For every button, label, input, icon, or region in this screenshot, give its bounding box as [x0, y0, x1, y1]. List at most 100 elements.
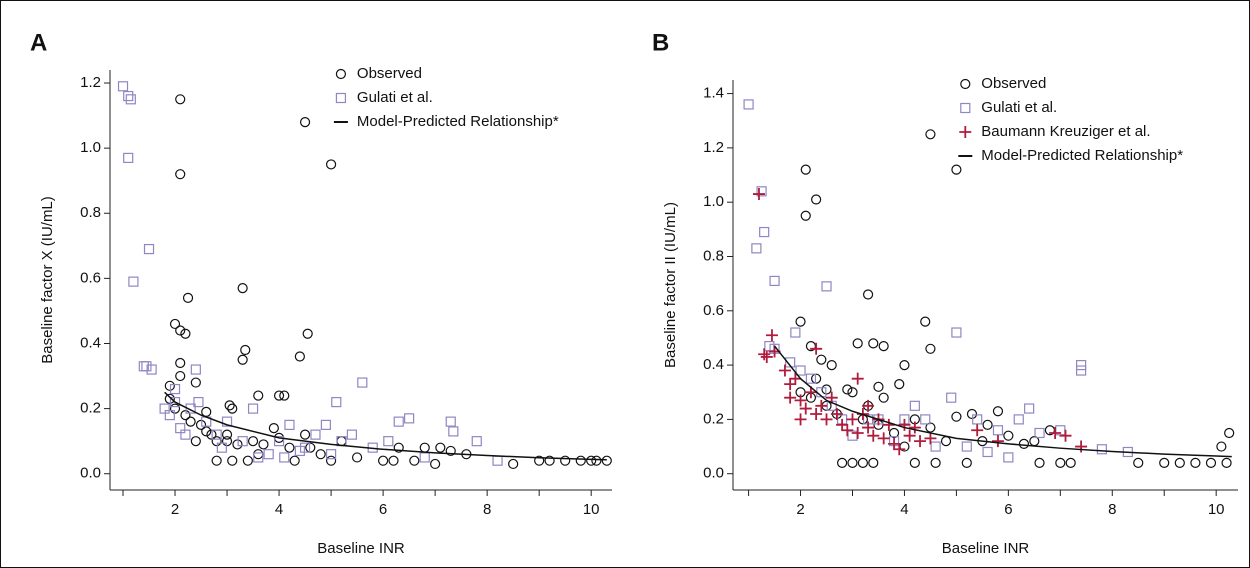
point [299, 442, 311, 453]
point [404, 413, 415, 424]
panel-label: A [30, 29, 47, 56]
point [925, 129, 936, 140]
point [842, 384, 853, 395]
y-tick-label: 0.4 [703, 356, 724, 373]
point [769, 275, 780, 287]
point [227, 403, 238, 414]
x-axis-label: Baseline INR [317, 540, 405, 557]
point [336, 436, 347, 447]
point [273, 390, 285, 401]
point [862, 421, 875, 434]
point [951, 164, 962, 175]
point [146, 364, 157, 375]
point [795, 316, 806, 327]
point [847, 387, 858, 398]
y-tick-label: 0.6 [703, 302, 724, 319]
point [1205, 457, 1217, 468]
x-tick-label: 8 [483, 501, 491, 518]
point [190, 436, 201, 447]
point [258, 439, 269, 450]
legend-label: Observed [981, 75, 1046, 92]
point [982, 446, 993, 458]
point [224, 400, 235, 411]
point [123, 90, 134, 102]
point [765, 329, 778, 342]
y-tick-label: 1.2 [703, 139, 724, 156]
point [195, 419, 207, 430]
point [393, 442, 404, 453]
point [903, 429, 916, 442]
point [185, 416, 196, 427]
y-tick-label: 0.2 [703, 410, 724, 427]
point [909, 400, 920, 411]
point [378, 455, 389, 466]
point [759, 226, 770, 238]
point [169, 403, 181, 414]
point [221, 416, 233, 427]
point [289, 455, 300, 466]
point [575, 455, 586, 466]
y-axis-label: Baseline factor X (IU/mL) [39, 196, 56, 364]
y-tick-label: 0.6 [80, 269, 101, 286]
point [940, 436, 952, 447]
point [279, 390, 290, 401]
x-tick-label: 4 [275, 501, 283, 518]
point [247, 436, 259, 447]
point [221, 429, 233, 440]
point [169, 396, 181, 408]
point [419, 452, 430, 463]
point [805, 373, 817, 384]
point [847, 457, 858, 468]
point [982, 419, 993, 430]
point [784, 391, 797, 404]
point [346, 429, 357, 440]
panel-label: B [652, 29, 669, 56]
point [190, 364, 201, 375]
point [925, 422, 936, 433]
point [972, 414, 983, 425]
point [868, 338, 879, 349]
point [175, 169, 186, 180]
point [846, 413, 859, 426]
point [351, 452, 363, 463]
point [409, 455, 420, 466]
point [1190, 457, 1201, 468]
point [951, 411, 962, 422]
point [862, 289, 874, 300]
point [193, 396, 204, 408]
point [924, 432, 937, 445]
point [873, 381, 884, 392]
point [117, 81, 129, 92]
point [966, 408, 978, 420]
point [1024, 403, 1035, 414]
point [899, 359, 910, 371]
x-tick-label: 6 [379, 501, 387, 518]
point [206, 429, 217, 440]
point [1034, 427, 1045, 439]
point [544, 455, 555, 466]
point [920, 316, 931, 327]
point [992, 425, 1004, 436]
x-tick-label: 10 [583, 501, 600, 518]
point [820, 413, 833, 426]
point [1075, 365, 1087, 376]
point [591, 455, 602, 466]
point [247, 403, 259, 414]
point [169, 383, 181, 395]
point [752, 188, 765, 201]
y-tick-label: 1.4 [703, 85, 724, 102]
x-tick-label: 8 [1108, 501, 1116, 518]
point [164, 380, 175, 391]
y-tick-label: 0.0 [703, 465, 724, 482]
point [878, 392, 889, 403]
point [920, 414, 931, 425]
point [852, 338, 863, 349]
y-tick-label: 0.2 [80, 400, 101, 417]
point [273, 436, 285, 447]
point [992, 406, 1004, 417]
point [159, 403, 170, 414]
point [951, 327, 962, 338]
point [877, 432, 890, 445]
point [821, 281, 832, 292]
